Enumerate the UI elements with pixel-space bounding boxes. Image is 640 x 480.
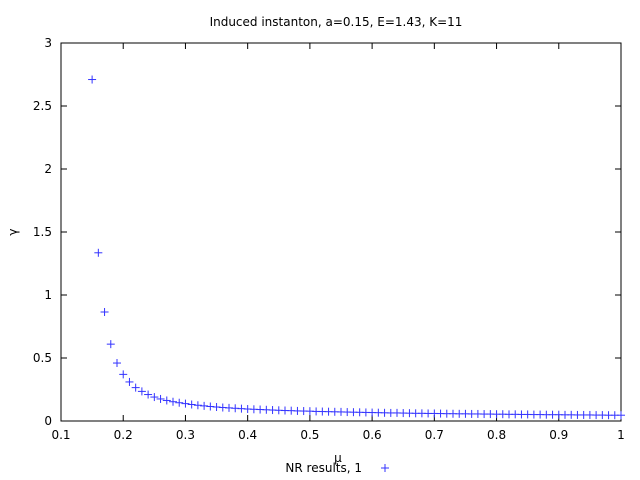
y-axis: 0 0.5 1 1.5 2 2.5 3 (33, 36, 621, 428)
data-point (106, 340, 115, 349)
y-tick-label: 0.5 (33, 351, 52, 365)
data-point (193, 401, 202, 410)
data-point (94, 248, 103, 257)
y-tick-label: 2.5 (33, 99, 52, 113)
x-tick-label: 0.5 (300, 428, 319, 442)
data-point (169, 397, 177, 406)
data-point (137, 387, 146, 396)
data-point (187, 400, 196, 409)
data-point (162, 396, 171, 405)
data-point (206, 402, 215, 411)
y-tick-label: 3 (44, 36, 52, 50)
x-axis-label: μ (334, 451, 342, 465)
y-tick-label: 1 (44, 288, 52, 302)
data-point (119, 370, 128, 379)
data-point (212, 403, 221, 412)
data-point (617, 411, 625, 420)
x-tick-label: 0.1 (51, 428, 70, 442)
y-tick-label: 0 (44, 414, 52, 428)
x-tick-label: 0.6 (363, 428, 382, 442)
x-tick-label: 0.7 (425, 428, 444, 442)
legend-plus-marker (381, 464, 389, 472)
y-tick-label: 2 (44, 162, 52, 176)
data-point (144, 390, 153, 399)
plot-frame (60, 42, 622, 422)
data-point (125, 377, 134, 386)
data-point (100, 308, 109, 317)
chart-title: Induced instanton, a=0.15, E=1.43, K=11 (210, 15, 463, 29)
data-point (88, 75, 97, 84)
data-point (181, 399, 190, 408)
data-point (175, 398, 184, 407)
x-tick-label: 0.2 (114, 428, 133, 442)
x-tick-label: 1 (617, 428, 625, 442)
legend-label: NR results, 1 (285, 461, 362, 475)
x-tick-label: 0.4 (238, 428, 257, 442)
x-tick-label: 0.8 (487, 428, 506, 442)
data-point (150, 393, 159, 402)
data-point (131, 383, 140, 392)
y-axis-label: γ (6, 228, 20, 235)
series-nr-results-1 (88, 75, 625, 420)
x-axis: 0.1 0.2 0.3 0.4 0.5 0.6 0.7 0.8 0.9 1 (51, 43, 625, 442)
data-point (200, 401, 209, 410)
x-tick-label: 0.3 (176, 428, 195, 442)
x-tick-label: 0.9 (549, 428, 568, 442)
data-point (113, 359, 121, 368)
data-point (156, 394, 165, 403)
legend: NR results, 1 (285, 461, 389, 475)
y-tick-label: 1.5 (33, 225, 52, 239)
legend-marker (381, 464, 389, 472)
